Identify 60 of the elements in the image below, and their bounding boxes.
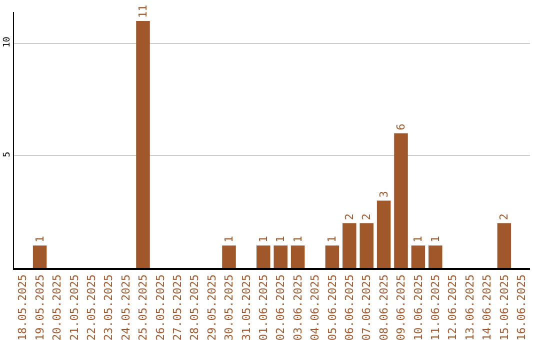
x-tick-label: 10.06.2025 — [412, 274, 425, 340]
data-label: 1 — [33, 236, 46, 243]
bar — [497, 223, 512, 268]
x-tick-label: 02.06.2025 — [274, 274, 288, 340]
x-tick-label: 08.06.2025 — [377, 274, 390, 340]
bar — [360, 223, 374, 268]
x-tick-label: 20.05.2025 — [50, 274, 64, 340]
bar — [32, 246, 47, 268]
x-tick-label: 09.06.2025 — [394, 274, 408, 340]
x-tick-label: 26.05.2025 — [154, 274, 167, 340]
x-tick-label: 23.05.2025 — [102, 274, 116, 340]
x-tick-label: 28.05.2025 — [188, 274, 202, 340]
x-tick-label: 14.06.2025 — [480, 274, 494, 340]
x-tick-label: 27.05.2025 — [170, 274, 184, 340]
bar — [376, 200, 391, 268]
y-tick-label: 10 — [2, 36, 12, 48]
x-tick-label: 21.05.2025 — [68, 274, 81, 340]
data-label: 2 — [360, 213, 374, 220]
data-label: 1 — [428, 236, 442, 243]
x-tick-label: 12.06.2025 — [446, 274, 460, 340]
x-tick-label: 31.05.2025 — [240, 274, 253, 340]
x-tick-label: 25.05.2025 — [136, 274, 150, 340]
bar — [222, 246, 236, 268]
bar — [428, 246, 442, 268]
data-label: 1 — [274, 236, 288, 243]
data-label: 6 — [394, 124, 408, 130]
bar — [290, 246, 305, 268]
x-tick-label: 13.06.2025 — [463, 274, 476, 340]
bar — [325, 246, 340, 268]
data-label: 1 — [222, 236, 236, 243]
x-tick-label: 15.06.2025 — [498, 274, 511, 340]
x-tick-label: 04.06.2025 — [308, 274, 322, 340]
data-label: 1 — [412, 236, 425, 243]
data-label: 2 — [342, 213, 356, 220]
x-tick-label: 07.06.2025 — [360, 274, 374, 340]
bar — [394, 133, 408, 268]
data-label: 11 — [136, 4, 150, 18]
x-tick-label: 01.06.2025 — [256, 274, 270, 340]
bar — [342, 223, 356, 268]
x-tick-label: 05.06.2025 — [326, 274, 339, 340]
y-tick-label: 5 — [2, 152, 12, 158]
x-tick-label: 22.05.2025 — [84, 274, 98, 340]
x-tick-label: 03.06.2025 — [291, 274, 304, 340]
x-tick-label: 29.05.2025 — [205, 274, 218, 340]
x-tick-label: 18.05.2025 — [16, 274, 30, 340]
x-tick-label: 19.05.2025 — [33, 274, 46, 340]
x-tick-label: 11.06.2025 — [428, 274, 442, 340]
bar — [274, 246, 288, 268]
bar — [136, 20, 150, 268]
data-label: 1 — [326, 236, 339, 243]
x-tick-label: 16.06.2025 — [514, 274, 528, 340]
x-tick-label: 30.05.2025 — [222, 274, 236, 340]
data-label: 1 — [291, 236, 304, 243]
x-tick-label: 06.06.2025 — [342, 274, 356, 340]
data-label: 3 — [377, 191, 390, 198]
data-label: 2 — [498, 213, 511, 220]
bar — [411, 246, 426, 268]
x-tick-label: 24.05.2025 — [119, 274, 132, 340]
bar — [256, 246, 270, 268]
data-label: 1 — [256, 236, 270, 243]
